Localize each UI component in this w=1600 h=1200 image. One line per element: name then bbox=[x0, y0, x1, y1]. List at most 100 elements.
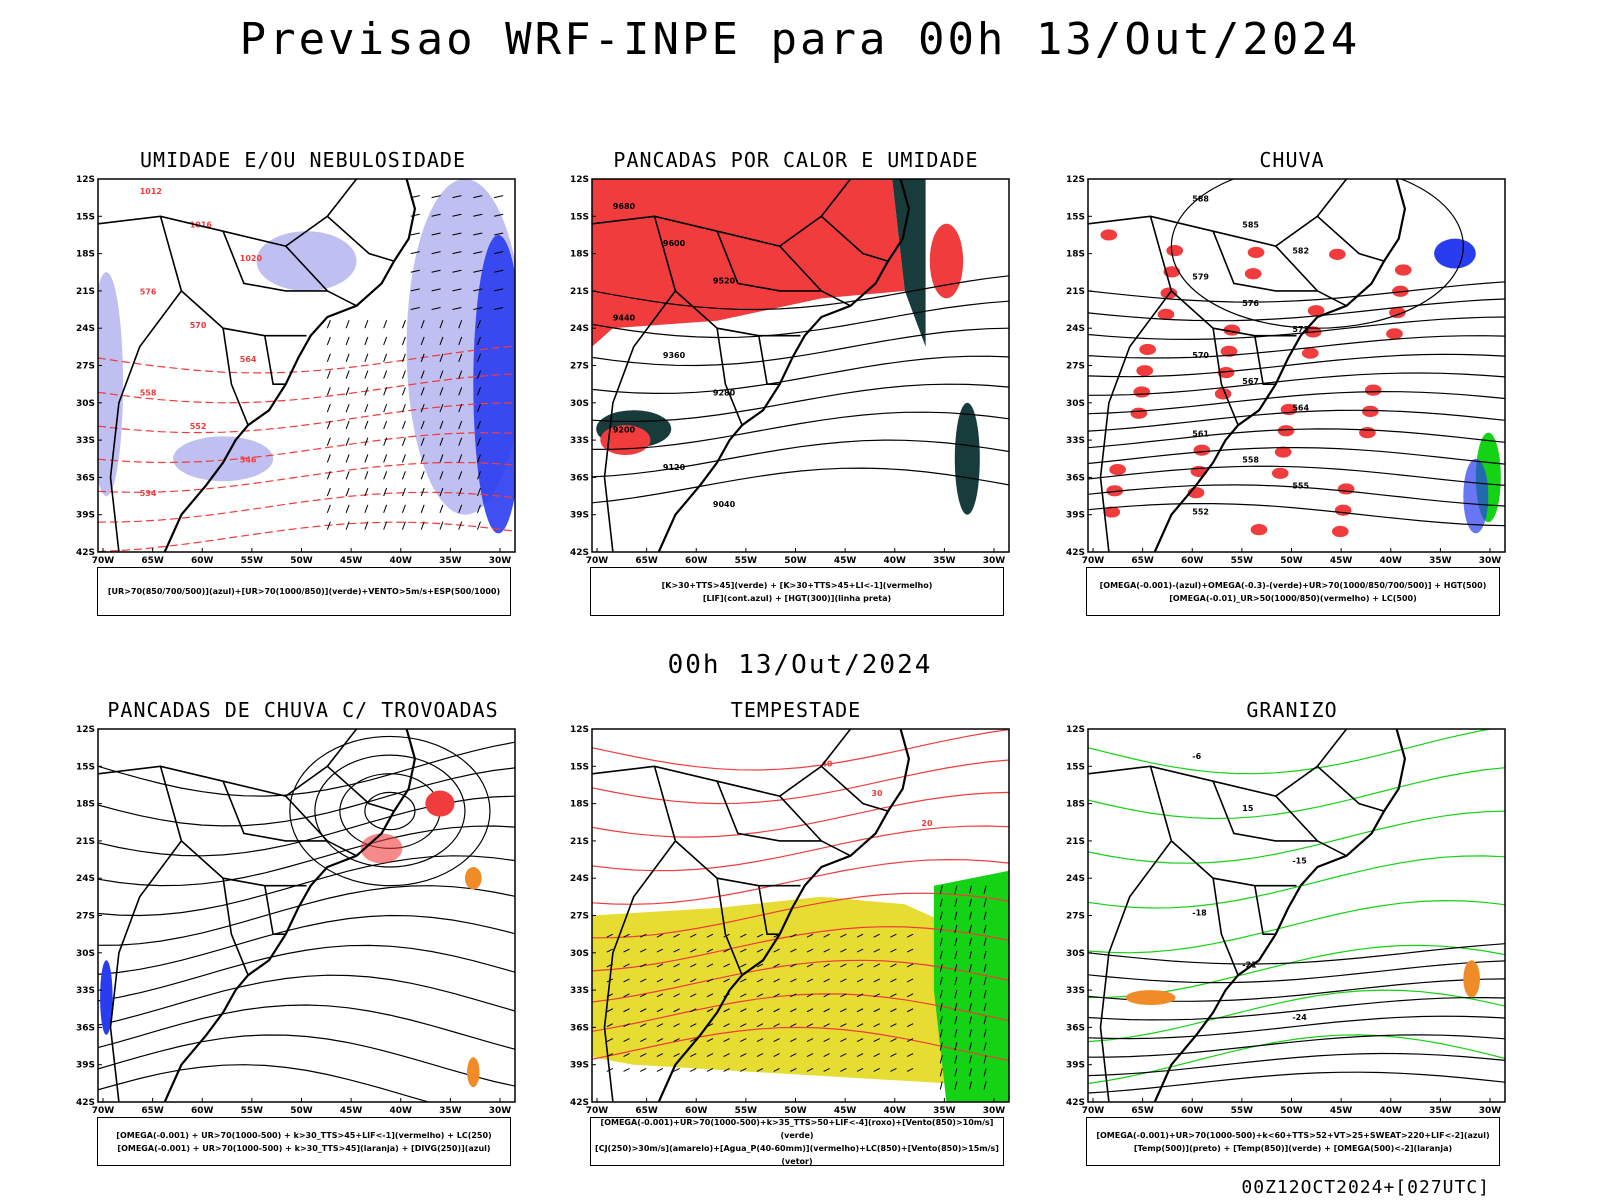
contour-line bbox=[1088, 943, 1505, 965]
wind-vector bbox=[439, 370, 444, 379]
lat-label: 30S bbox=[570, 399, 589, 409]
wind-vector bbox=[983, 1042, 987, 1051]
wind-vector bbox=[939, 1055, 943, 1064]
wind-vector bbox=[477, 521, 481, 530]
contour-line bbox=[98, 373, 515, 404]
wind-vector bbox=[968, 1003, 972, 1012]
state-border bbox=[1099, 290, 1173, 552]
lat-label: 27S bbox=[570, 912, 589, 922]
contour-label: 9280 bbox=[713, 388, 736, 397]
wind-vector bbox=[477, 403, 481, 413]
legend-box-5: [OMEGA(-0.001)+UR>70(1000-500)+k>35_TTS>… bbox=[590, 1117, 1004, 1166]
wind-vector bbox=[606, 1008, 614, 1013]
contour-line bbox=[592, 383, 1009, 423]
lon-label: 40W bbox=[1380, 1106, 1403, 1115]
lat-label: 39S bbox=[570, 1061, 589, 1071]
contour-line bbox=[1088, 335, 1505, 359]
wind-vector bbox=[790, 978, 797, 983]
contour-line bbox=[1088, 810, 1505, 864]
state-border bbox=[716, 878, 743, 976]
lat-label: 24S bbox=[76, 324, 95, 334]
wind-vector bbox=[740, 993, 747, 998]
contour-label: 585 bbox=[1242, 220, 1259, 229]
wind-vector bbox=[431, 213, 441, 217]
wind-vector bbox=[656, 1067, 664, 1072]
wind-vector bbox=[477, 320, 481, 329]
wind-vector bbox=[439, 320, 444, 329]
wind-vector bbox=[954, 924, 958, 933]
map-pancadas-trovoadas: 12S 15S 18S 21S 24S 27S 30S 33S 36S 39S 42S 70W 65W 6… bbox=[60, 725, 520, 1115]
wind-vector bbox=[410, 288, 420, 292]
wind-vector bbox=[890, 1038, 897, 1043]
lat-label: 12S bbox=[76, 725, 95, 735]
lon-label: 55W bbox=[735, 556, 758, 565]
rain-area bbox=[1434, 238, 1476, 269]
contour-label: 9200 bbox=[613, 426, 636, 435]
lat-label: 15S bbox=[76, 762, 95, 772]
contour-line bbox=[1088, 316, 1505, 341]
wind-vector bbox=[856, 963, 864, 968]
wind-vector bbox=[756, 1053, 764, 1057]
wind-vector bbox=[856, 978, 864, 983]
wind-vector bbox=[673, 993, 680, 998]
valid-time-subtitle: 00h 13/Out/2024 bbox=[667, 650, 933, 680]
lat-label: 33S bbox=[570, 436, 589, 446]
wind-vector bbox=[690, 978, 697, 983]
wind-vector bbox=[452, 232, 462, 236]
wind-vector bbox=[790, 963, 797, 968]
wind-vector bbox=[906, 948, 914, 953]
wind-vector bbox=[823, 1023, 830, 1028]
wind-vector bbox=[856, 933, 864, 938]
wind-vector bbox=[383, 471, 388, 480]
lon-label: 65W bbox=[635, 1106, 658, 1115]
wind-vector bbox=[823, 963, 830, 968]
wind-vector bbox=[673, 1023, 680, 1028]
rain-area bbox=[1359, 427, 1376, 439]
wind-vector bbox=[954, 1029, 958, 1038]
jet-stream-area bbox=[592, 896, 947, 1084]
contour-line bbox=[592, 926, 1009, 972]
wind-vector bbox=[690, 1038, 697, 1043]
wind-vector bbox=[639, 963, 647, 968]
lat-label: 24S bbox=[570, 874, 589, 884]
wind-vector bbox=[840, 1053, 847, 1057]
lon-label: 40W bbox=[1380, 556, 1403, 565]
lon-label: 30W bbox=[489, 1106, 512, 1115]
wind-vector bbox=[968, 1042, 972, 1051]
wind-vector bbox=[420, 403, 425, 413]
lat-label: 33S bbox=[1066, 436, 1085, 446]
contour-label: 1020 bbox=[240, 254, 263, 263]
lon-label: 50W bbox=[784, 556, 807, 565]
wind-vector bbox=[452, 195, 462, 199]
wind-vector bbox=[364, 320, 369, 329]
contour-line bbox=[1088, 353, 1505, 378]
legend-line: [OMEGA(-0.001)-(azul)+OMEGA(-0.3)-(verde… bbox=[1099, 580, 1487, 590]
wind-vector bbox=[939, 898, 943, 907]
wind-vector bbox=[458, 370, 463, 379]
wind-vector bbox=[773, 963, 780, 968]
wind-vector bbox=[420, 471, 425, 480]
lon-label: 50W bbox=[290, 556, 313, 565]
wind-vector bbox=[458, 353, 463, 362]
contour-label: -15 bbox=[1292, 856, 1307, 865]
rain-area bbox=[1130, 407, 1148, 419]
wind-vector bbox=[431, 195, 441, 199]
wind-vector bbox=[983, 1081, 987, 1090]
rain-area bbox=[1301, 347, 1319, 359]
wind-vector bbox=[968, 898, 972, 907]
state-border bbox=[603, 290, 677, 552]
wind-vector bbox=[364, 504, 369, 514]
lon-label: 60W bbox=[1181, 556, 1204, 565]
state-border bbox=[1212, 230, 1318, 292]
lat-label: 30S bbox=[76, 949, 95, 959]
legend-box-6: [OMEGA(-0.001)+UR>70(1000-500)+k<60+TTS>… bbox=[1086, 1117, 1500, 1166]
wind-vector bbox=[756, 1023, 764, 1028]
lat-label: 39S bbox=[1066, 1061, 1085, 1071]
state-border bbox=[1088, 179, 1348, 247]
legend-line: [OMEGA(-0.001)+UR>70(1000-500)+k<60+TTS>… bbox=[1096, 1130, 1490, 1140]
lat-label: 42S bbox=[570, 548, 589, 558]
lat-label: 30S bbox=[1066, 399, 1085, 409]
lon-label: 55W bbox=[1231, 1106, 1254, 1115]
contour-label: 573 bbox=[1292, 325, 1309, 334]
wind-vector bbox=[968, 924, 972, 933]
